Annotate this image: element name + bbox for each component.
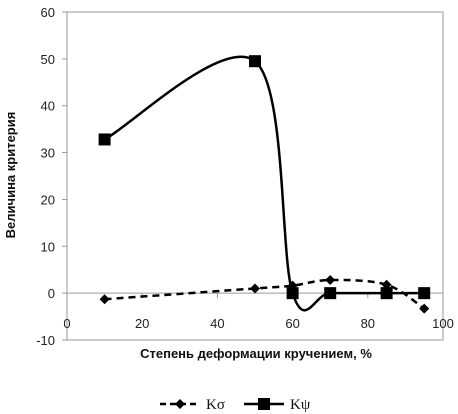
series-layer: [98, 55, 431, 314]
data-point: [98, 133, 111, 146]
x-axis-title: Степень деформации кручением, %: [140, 346, 372, 361]
series-2: [98, 55, 431, 312]
y-tick-label: 10: [41, 239, 55, 254]
series-line: [104, 278, 425, 310]
y-axis-title: Величина критерия: [3, 112, 18, 239]
data-point: [380, 287, 393, 300]
x-tick-label: 80: [361, 316, 375, 331]
y-tick-label: 50: [41, 52, 55, 67]
y-tick-label: 60: [41, 5, 55, 20]
plot-area-border: [66, 11, 444, 341]
x-tick-label: 0: [63, 316, 70, 331]
y-axis-ticks: -10 0 10 20 30 40 50 60: [36, 5, 67, 348]
x-tick-label: 40: [210, 316, 224, 331]
y-tick-label: 30: [41, 146, 55, 161]
legend: Kσ Kψ: [160, 397, 311, 413]
data-point: [325, 275, 336, 286]
y-tick-label: -10: [36, 333, 55, 348]
y-tick-label: 20: [41, 192, 55, 207]
legend-label: Kψ: [290, 397, 311, 413]
data-point: [249, 55, 261, 68]
y-tick-label: 0: [48, 286, 55, 301]
data-point: [286, 287, 299, 300]
data-point: [250, 283, 260, 294]
data-point: [419, 303, 430, 314]
legend-marker: [258, 398, 270, 410]
data-point: [324, 287, 337, 300]
x-tick-label: 100: [432, 316, 454, 331]
x-tick-label: 20: [135, 316, 149, 331]
legend-marker: [175, 399, 185, 409]
y-tick-label: 40: [41, 99, 55, 114]
x-tick-label: 60: [285, 316, 299, 331]
series-line: [104, 55, 425, 312]
legend-label: Kσ: [206, 397, 225, 413]
data-point: [99, 294, 110, 305]
data-point: [418, 287, 431, 300]
